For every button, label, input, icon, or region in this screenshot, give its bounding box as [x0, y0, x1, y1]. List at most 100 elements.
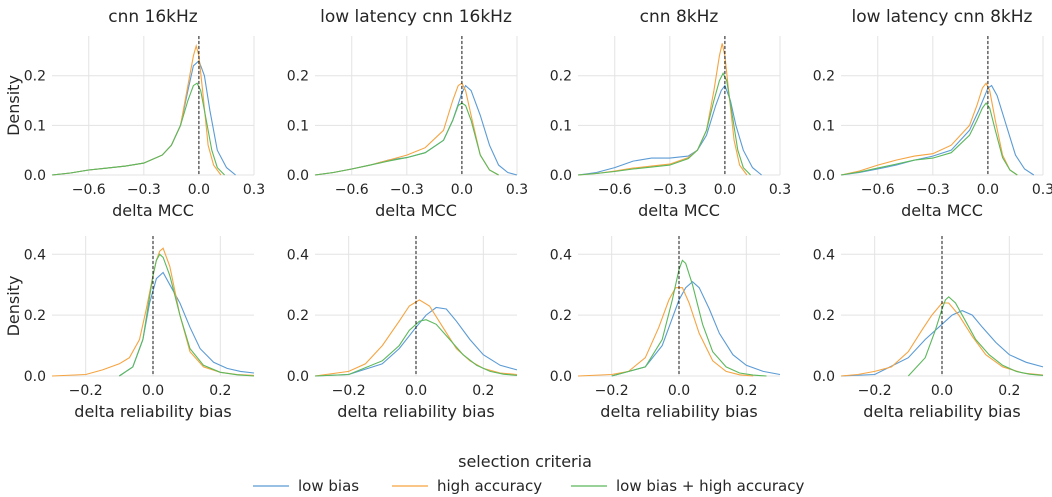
density-curve-low-bias-high-accuracy — [118, 253, 255, 377]
panel-title: cnn 8kHz — [640, 7, 719, 27]
legend-label-high-accuracy: high accuracy — [437, 477, 542, 495]
y-tick-label: 0.2 — [24, 308, 46, 324]
legend: selection criteria low bias high accurac… — [253, 452, 804, 495]
y-tick-label: 0.4 — [287, 247, 309, 263]
density-curve-high-accuracy — [840, 82, 1018, 176]
density-curve-low-bias-high-accuracy — [577, 71, 751, 176]
y-tick-label: 0.1 — [550, 118, 572, 134]
panel-title: low latency cnn 16kHz — [320, 7, 512, 27]
y-tick-label: 0.2 — [550, 308, 572, 324]
y-axis-label: Density — [4, 276, 23, 337]
y-tick-label: 0.0 — [813, 168, 835, 184]
x-tick-label: 0.2 — [735, 383, 757, 399]
y-tick-label: 0.2 — [287, 69, 309, 85]
density-curve-low-bias — [840, 84, 1035, 176]
x-axis-label: delta reliability bias — [74, 402, 231, 421]
density-curve-low-bias — [611, 280, 781, 377]
x-tick-label: 0.0 — [188, 182, 210, 198]
y-tick-label: 0.4 — [550, 247, 572, 263]
density-curve-low-bias — [840, 309, 1044, 377]
x-tick-label: −0.6 — [598, 182, 632, 198]
x-tick-label: 0.0 — [668, 383, 690, 399]
y-tick-label: 0.4 — [813, 247, 835, 263]
x-tick-label: −0.3 — [127, 182, 161, 198]
density-curve-high-accuracy — [577, 43, 748, 176]
x-tick-label: 0.0 — [977, 182, 999, 198]
legend-label-low-bias-high-accuracy: low bias + high accuracy — [616, 477, 804, 495]
y-tick-label: 0.0 — [24, 168, 46, 184]
x-tick-label: 0.0 — [405, 383, 427, 399]
x-tick-label: 0.3 — [506, 182, 528, 198]
x-tick-label: −0.2 — [69, 383, 103, 399]
density-curve-low-bias-high-accuracy — [51, 82, 225, 176]
density-curve-low-bias — [314, 306, 518, 377]
density-curve-low-bias-high-accuracy — [314, 102, 499, 176]
y-axis-label: Density — [4, 75, 23, 136]
x-tick-label: 0.2 — [209, 383, 231, 399]
x-axis-label: delta MCC — [112, 201, 194, 220]
x-tick-label: 0.0 — [931, 383, 953, 399]
panel-5: −0.2 0.0 0.2 0.0 0.2 0.4 delta reliability bia… — [4, 236, 255, 421]
x-tick-label: −0.6 — [861, 182, 895, 198]
x-tick-label: −0.2 — [595, 383, 629, 399]
legend-title: selection criteria — [458, 452, 592, 471]
y-tick-label: 0.2 — [813, 69, 835, 85]
y-tick-label: 0.2 — [287, 308, 309, 324]
x-tick-label: −0.2 — [858, 383, 892, 399]
y-tick-label: 0.0 — [550, 168, 572, 184]
y-tick-label: 0.0 — [813, 369, 835, 385]
density-curve-low-bias — [577, 84, 762, 176]
density-curve-low-bias-high-accuracy — [611, 259, 767, 377]
density-curve-low-bias-high-accuracy — [314, 319, 518, 377]
x-tick-label: 0.0 — [142, 383, 164, 399]
density-curve-low-bias-high-accuracy — [840, 102, 1018, 176]
x-tick-label: −0.6 — [72, 182, 106, 198]
x-tick-label: 0.3 — [769, 182, 791, 198]
x-tick-label: −0.6 — [335, 182, 369, 198]
x-tick-label: 0.0 — [714, 182, 736, 198]
x-axis-label: delta reliability bias — [863, 402, 1020, 421]
density-curve-low-bias — [118, 271, 255, 377]
panel-title: cnn 16kHz — [108, 7, 198, 27]
x-tick-label: −0.3 — [390, 182, 424, 198]
y-tick-label: 0.0 — [287, 168, 309, 184]
x-axis-label: delta MCC — [375, 201, 457, 220]
y-tick-label: 0.0 — [24, 369, 46, 385]
density-curve-high-accuracy — [51, 43, 222, 176]
x-axis-label: delta reliability bias — [600, 402, 757, 421]
y-tick-label: 0.2 — [24, 69, 46, 85]
chart-panels: −0.6 −0.3 0.0 0.3 0.0 0.1 0.2 delta MCC cnn 16kH… — [4, 7, 1052, 421]
x-tick-label: −0.3 — [653, 182, 687, 198]
legend-label-low-bias: low bias — [298, 477, 359, 495]
x-axis-label: delta reliability bias — [337, 402, 494, 421]
x-axis-label: delta MCC — [901, 201, 983, 220]
y-tick-label: 0.1 — [24, 118, 46, 134]
x-tick-label: 0.2 — [472, 383, 494, 399]
x-tick-label: −0.2 — [332, 383, 366, 399]
density-curve-low-bias — [314, 84, 518, 176]
panel-2: −0.6 −0.3 0.0 0.3 0.0 0.1 0.2 delta MCC low late… — [287, 7, 528, 220]
panel-4: −0.6 −0.3 0.0 0.3 0.0 0.1 0.2 delta MCC low late… — [813, 7, 1052, 220]
y-tick-label: 0.2 — [550, 69, 572, 85]
x-tick-label: 0.3 — [243, 182, 265, 198]
x-tick-label: 0.0 — [451, 182, 473, 198]
x-tick-label: −0.3 — [916, 182, 950, 198]
y-tick-label: 0.1 — [287, 118, 309, 134]
y-tick-label: 0.0 — [550, 369, 572, 385]
panel-8: −0.2 0.0 0.2 0.0 0.2 0.4 delta reliability bia… — [813, 236, 1044, 421]
density-curve-high-accuracy — [51, 247, 255, 377]
panel-3: −0.6 −0.3 0.0 0.3 0.0 0.1 0.2 delta MCC cnn 8kHz — [550, 7, 791, 220]
y-tick-label: 0.0 — [287, 369, 309, 385]
x-tick-label: 0.2 — [998, 383, 1020, 399]
y-tick-label: 0.1 — [813, 118, 835, 134]
y-tick-label: 0.2 — [813, 308, 835, 324]
density-curve-low-bias-high-accuracy — [907, 296, 1044, 377]
density-curve-high-accuracy — [577, 287, 754, 377]
panel-6: −0.2 0.0 0.2 0.0 0.2 0.4 delta reliability bia… — [287, 236, 518, 421]
panel-7: −0.2 0.0 0.2 0.0 0.2 0.4 delta reliability bia… — [550, 236, 781, 421]
panel-title: low latency cnn 8kHz — [852, 7, 1033, 27]
panel-1: −0.6 −0.3 0.0 0.3 0.0 0.1 0.2 delta MCC cnn 16kH… — [4, 7, 265, 220]
y-tick-label: 0.4 — [24, 247, 46, 263]
x-tick-label: 0.3 — [1032, 182, 1052, 198]
